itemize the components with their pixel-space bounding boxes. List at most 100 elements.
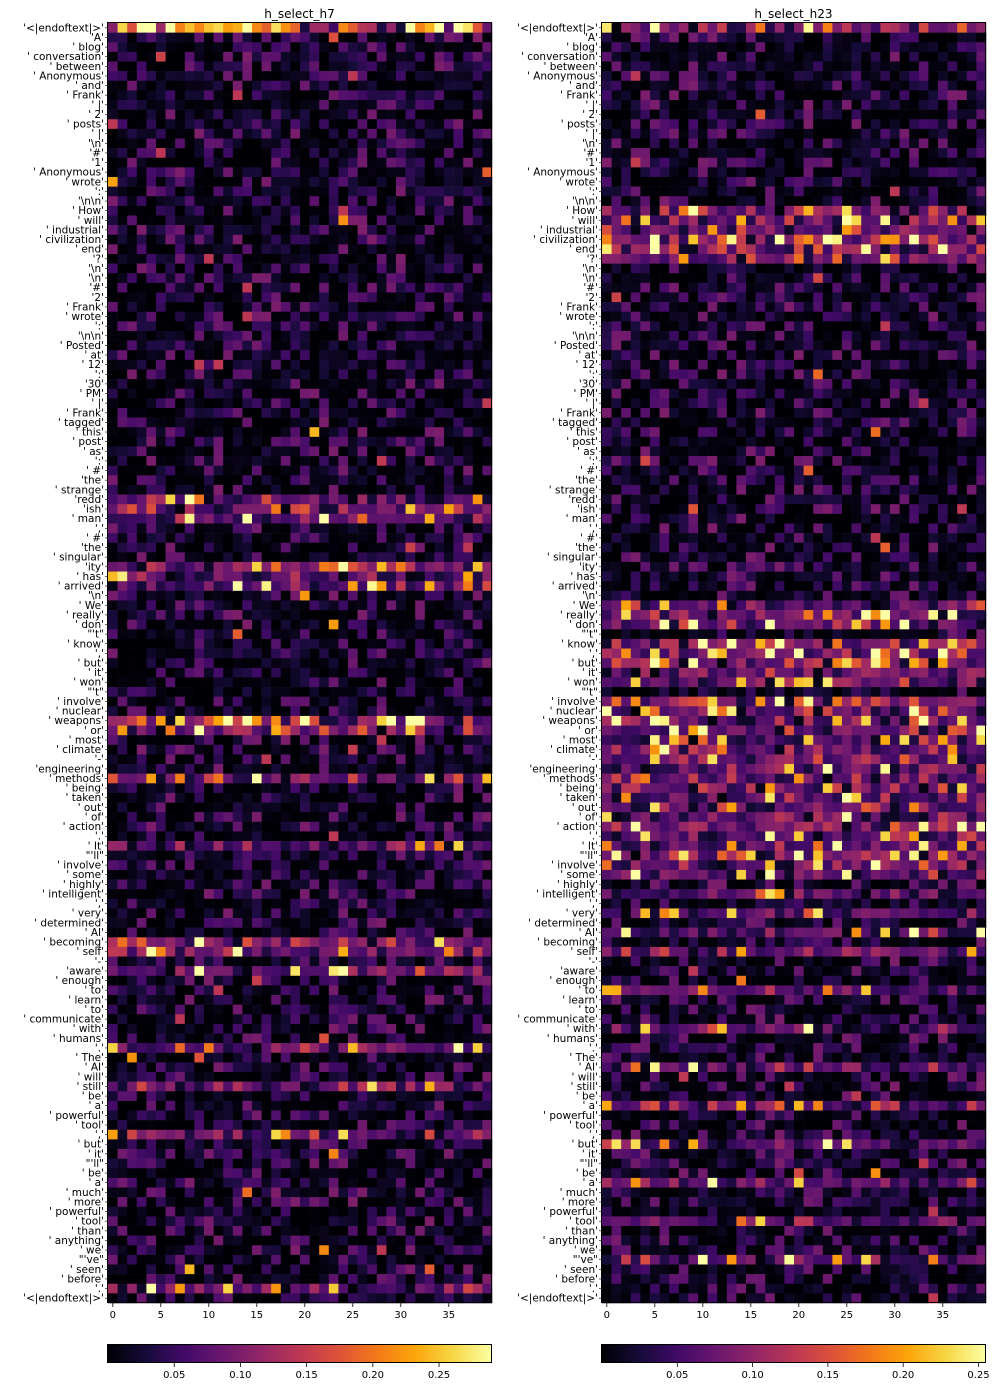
heatmap-cell (376, 1100, 387, 1111)
heatmap-cell (261, 1072, 272, 1082)
heatmap-cell (309, 119, 320, 130)
heatmap-cell (271, 234, 282, 245)
heatmap-cell (405, 215, 416, 226)
heatmap-cell (348, 1052, 358, 1063)
heatmap-cell (463, 23, 474, 33)
heatmap-cell (367, 427, 378, 438)
heatmap-cell (405, 985, 416, 996)
heatmap-cell (444, 533, 454, 543)
heatmap-cell (338, 1177, 349, 1188)
heatmap-cell (184, 484, 195, 495)
heatmap-cell (300, 215, 310, 226)
heatmap-cell (328, 359, 339, 370)
heatmap-cell (348, 484, 358, 495)
heatmap-cell (367, 687, 378, 697)
heatmap-cell (136, 350, 147, 361)
heatmap-cell (280, 1216, 291, 1227)
heatmap-cell (146, 927, 157, 938)
heatmap-cell (213, 1100, 224, 1111)
heatmap-cell (242, 1043, 253, 1054)
heatmap-cell (146, 821, 157, 832)
heatmap-cell (405, 253, 416, 264)
heatmap-cell (300, 350, 310, 361)
heatmap-cell (175, 138, 186, 149)
heatmap-cell (127, 321, 138, 332)
heatmap-cell (108, 436, 118, 447)
heatmap-cell (396, 465, 406, 476)
heatmap-cell (444, 446, 454, 457)
heatmap-cell (300, 176, 310, 187)
heatmap-cell (117, 946, 128, 957)
heatmap-cell (463, 167, 474, 178)
heatmap-cell (242, 1158, 253, 1169)
heatmap-cell (300, 513, 310, 524)
heatmap-cell (252, 484, 262, 495)
heatmap-cell (117, 350, 128, 361)
heatmap-cell (213, 350, 224, 361)
heatmap-cell (204, 330, 214, 341)
heatmap-cell (271, 898, 282, 909)
heatmap-cell (156, 42, 166, 53)
heatmap-cell (232, 1139, 243, 1150)
heatmap-cell (300, 927, 310, 938)
heatmap-cell (309, 186, 320, 197)
heatmap-cell (357, 1216, 368, 1227)
heatmap-cell (424, 889, 435, 900)
heatmap-cell (280, 407, 291, 418)
heatmap-cell (367, 321, 378, 332)
heatmap-cell (290, 513, 301, 524)
heatmap-cell (415, 1100, 426, 1111)
heatmap-cell (367, 821, 378, 832)
heatmap-cell (424, 244, 435, 255)
heatmap-cell (396, 484, 406, 495)
heatmap-cell (156, 109, 166, 120)
heatmap-cell (136, 831, 147, 842)
heatmap-cell (232, 706, 243, 717)
heatmap-cell (204, 32, 214, 43)
heatmap-cell (357, 1033, 368, 1044)
heatmap-cell (434, 552, 445, 563)
heatmap-cell (261, 1216, 272, 1227)
heatmap-cell (348, 764, 358, 774)
heatmap-cell (472, 1187, 483, 1198)
heatmap-cell (146, 735, 157, 746)
heatmap-cell (156, 359, 166, 370)
heatmap-cell (396, 273, 406, 284)
heatmap-cell (405, 350, 416, 361)
heatmap-cell (117, 571, 128, 582)
heatmap-cell (108, 311, 118, 322)
heatmap-cell (434, 1177, 445, 1188)
heatmap-cell (127, 889, 138, 900)
heatmap-cell (472, 321, 483, 332)
heatmap-cell (194, 966, 205, 977)
heatmap-cell (405, 282, 416, 293)
heatmap-cell (204, 513, 214, 524)
heatmap-cell (184, 975, 195, 986)
heatmap-cell (357, 225, 368, 236)
heatmap-cell (136, 99, 147, 110)
heatmap-cell (357, 783, 368, 794)
heatmap-cell (319, 1043, 330, 1054)
heatmap-cell (453, 350, 464, 361)
heatmap-cell (319, 388, 330, 399)
heatmap-cell (175, 244, 186, 255)
heatmap-cell (319, 427, 330, 438)
heatmap-cell (204, 1158, 214, 1169)
heatmap-cell (319, 706, 330, 717)
heatmap-cell (213, 205, 224, 216)
heatmap-cell (482, 1033, 493, 1044)
heatmap-cell (213, 533, 224, 543)
heatmap-cell (309, 581, 320, 592)
heatmap-cell (271, 51, 282, 62)
heatmap-cell (415, 494, 426, 505)
heatmap-cell (482, 167, 493, 178)
heatmap-cell (348, 302, 358, 313)
heatmap-cell (405, 1129, 416, 1140)
heatmap-cell (415, 292, 426, 303)
heatmap-cell (108, 1139, 118, 1150)
heatmap-cell (165, 1004, 176, 1015)
heatmap-cell (386, 966, 397, 977)
heatmap-cell (213, 1043, 224, 1054)
heatmap-cell (117, 23, 128, 33)
heatmap-cell (482, 186, 493, 197)
